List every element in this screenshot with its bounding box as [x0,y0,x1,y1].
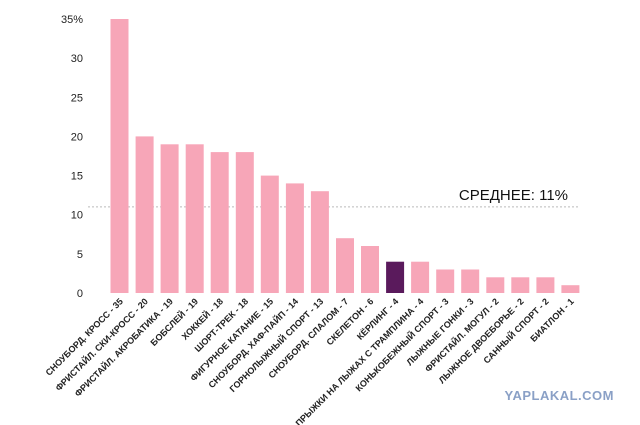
y-tick-label: 5 [77,249,83,261]
bar [561,285,580,293]
category-label: СНОУБОРД. ХАФ-ПАЙП - 14 [206,296,300,390]
bar [260,175,279,293]
y-tick-label: 0 [77,288,83,300]
bar [486,277,505,293]
bars [110,19,580,293]
average-label: СРЕДНЕЕ: 11% [459,187,568,204]
y-axis: 0 5 10 15 20 25 30 35% [61,14,83,300]
bar [210,152,229,293]
bar [285,183,304,293]
y-tick-label: 25 [71,92,83,104]
category-label: ФРИСТАЙЛ. АКРОБАТИКА - 19 [72,296,175,399]
y-tick-label: 20 [71,131,83,143]
bar [436,269,455,293]
bar [160,144,179,293]
watermark: YAPLAKAL.COM [504,388,614,403]
y-tick-label: 15 [71,171,83,183]
bar [361,246,379,293]
bar [386,261,405,293]
bar [185,144,204,293]
bar [235,152,254,293]
bar [511,277,530,293]
bar [461,269,480,293]
bar [411,261,430,293]
category-label: ФРИСТАЙЛ. СКИ-КРОСС - 20 [53,296,150,393]
y-tick-label: 30 [71,53,83,65]
bar [310,191,329,293]
bar [336,238,354,293]
y-tick-label: 35% [61,14,83,26]
bar [110,19,129,293]
bar [135,136,154,293]
bar [536,277,555,293]
y-tick-label: 10 [71,210,83,222]
